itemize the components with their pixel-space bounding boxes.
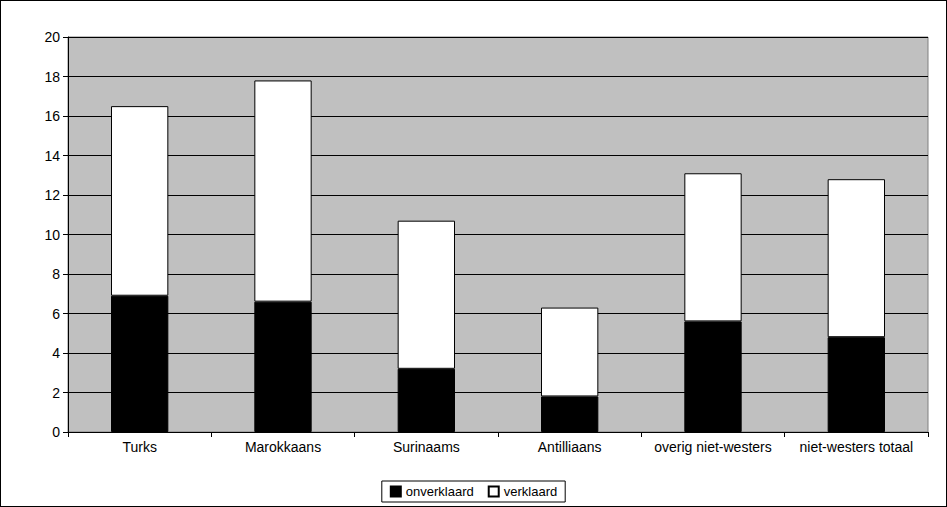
svg-text:Antilliaans: Antilliaans (538, 439, 602, 455)
svg-text:0: 0 (52, 424, 60, 440)
svg-text:Surinaams: Surinaams (393, 439, 460, 455)
svg-text:Marokkaans: Marokkaans (245, 439, 321, 455)
svg-text:onverklaard: onverklaard (406, 484, 474, 499)
svg-text:20: 20 (44, 29, 60, 45)
svg-text:14: 14 (44, 148, 60, 164)
svg-text:overig niet-westers: overig niet-westers (654, 439, 772, 455)
svg-text:niet-westers totaal: niet-westers totaal (800, 439, 914, 455)
svg-text:18: 18 (44, 69, 60, 85)
svg-text:Turks: Turks (122, 439, 156, 455)
svg-text:4: 4 (52, 345, 60, 361)
svg-text:12: 12 (44, 187, 60, 203)
svg-text:2: 2 (52, 385, 60, 401)
svg-text:verklaard: verklaard (504, 484, 557, 499)
svg-text:8: 8 (52, 266, 60, 282)
svg-text:10: 10 (44, 227, 60, 243)
svg-text:6: 6 (52, 306, 60, 322)
svg-text:16: 16 (44, 108, 60, 124)
